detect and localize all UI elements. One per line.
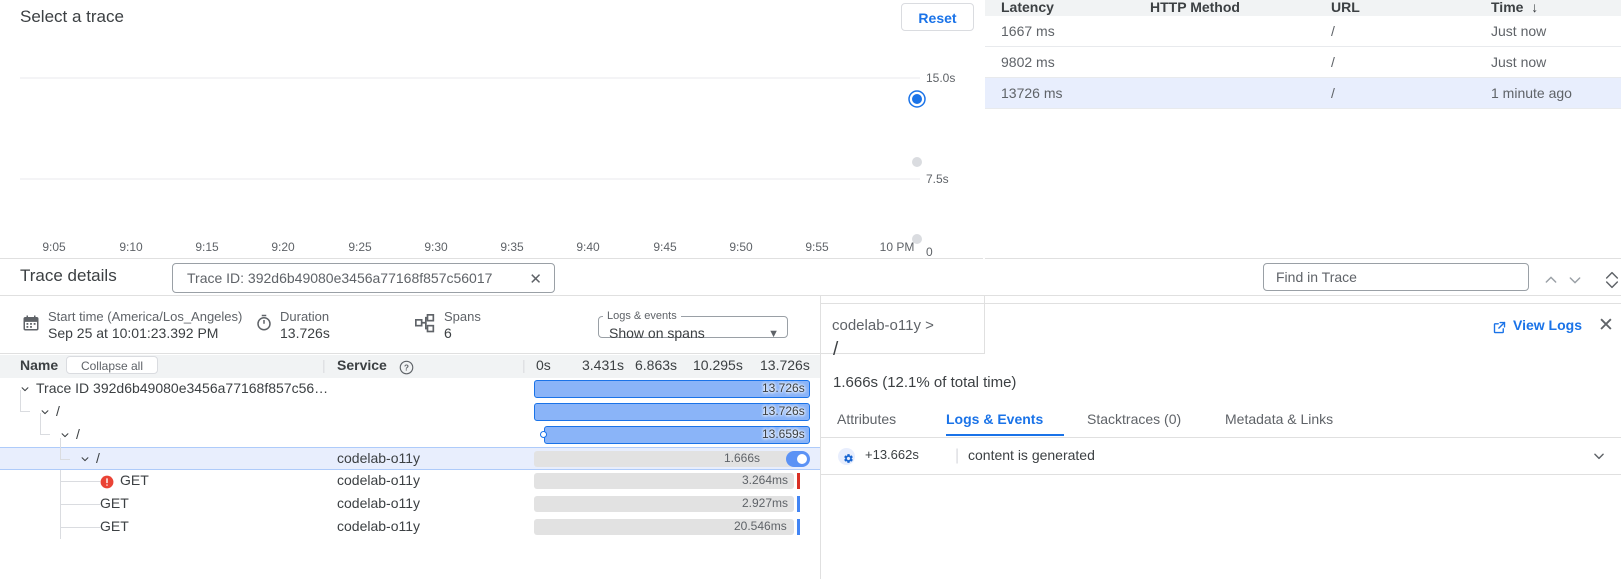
svg-text:9:45: 9:45 [653, 240, 677, 254]
svg-text:7.5s: 7.5s [926, 172, 949, 186]
svg-text:9:40: 9:40 [576, 240, 600, 254]
svg-text:9:55: 9:55 [805, 240, 829, 254]
svg-text:9:30: 9:30 [424, 240, 448, 254]
svg-text:9:20: 9:20 [271, 240, 295, 254]
svg-text:15.0s: 15.0s [926, 71, 955, 85]
svg-text:9:10: 9:10 [119, 240, 143, 254]
svg-text:9:15: 9:15 [195, 240, 219, 254]
svg-text:9:25: 9:25 [348, 240, 372, 254]
svg-text:9:50: 9:50 [729, 240, 753, 254]
svg-text:0: 0 [926, 245, 933, 259]
svg-text:9:35: 9:35 [500, 240, 524, 254]
svg-text:10 PM: 10 PM [880, 240, 915, 254]
svg-text:9:05: 9:05 [42, 240, 66, 254]
svg-text:?: ? [404, 364, 409, 373]
